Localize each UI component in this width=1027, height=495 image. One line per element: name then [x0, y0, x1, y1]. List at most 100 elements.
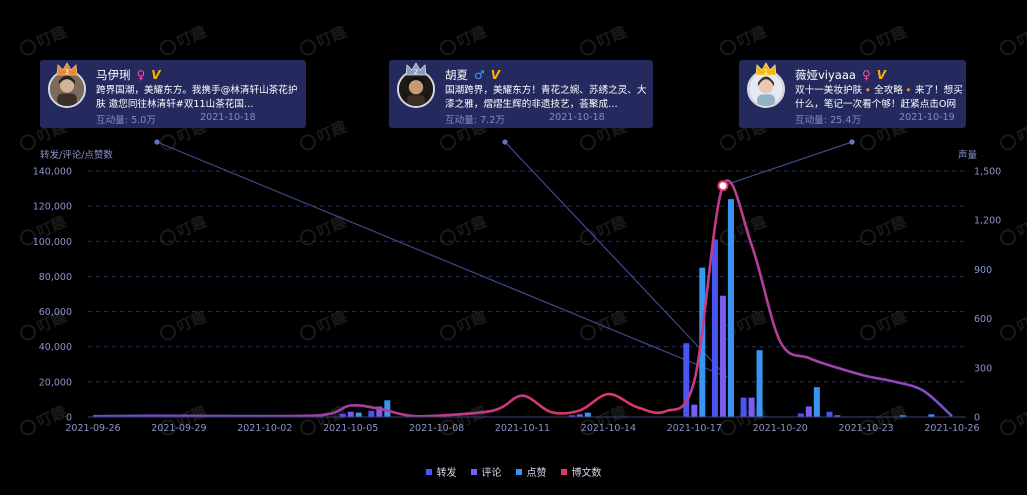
watermark-mark: 叮趣 [299, 22, 350, 56]
posts-line [92, 179, 953, 418]
watermark-mark: 叮趣 [579, 212, 630, 246]
bar-转发[interactable] [339, 413, 346, 417]
kol-card-3[interactable]: 1 薇娅viyaaa ♀ V 双十一美妆护肤🔸全攻略🔸来了！想买什么，笔记一次看… [739, 60, 966, 128]
bar-点赞[interactable] [928, 414, 935, 417]
watermark-mark: 叮趣 [579, 307, 630, 341]
bar-点赞[interactable] [384, 400, 391, 417]
y-left-axis-title: 转发/评论/点赞数 [40, 149, 113, 161]
leader-dot [849, 139, 855, 145]
legend-item-comment[interactable]: 评论 [470, 464, 502, 479]
x-tick-label: 2021-10-23 [838, 423, 893, 434]
post-text[interactable]: 双十一美妆护肤🔸全攻略🔸来了！想买什么，笔记一次看个够！赶紧点击O网页链… [795, 85, 963, 110]
svg-text:叮趣: 叮趣 [454, 22, 490, 51]
watermark-mark: 叮趣 [999, 22, 1027, 56]
bar-点赞[interactable] [756, 350, 763, 417]
kol-card-1[interactable]: 3 马伊琍 ♀ V 跨界国潮，美耀东方。我携手@林清轩山茶花护肤 邀您同往林清轩… [40, 60, 306, 128]
rank-badge: 3 [55, 61, 79, 77]
y-left-tick-label: 40,000 [39, 342, 72, 353]
y-left-tick-label: 80,000 [39, 272, 72, 283]
y-right-tick-label: 900 [974, 265, 992, 276]
grid-lines [88, 170, 966, 383]
svg-text:叮趣: 叮趣 [734, 212, 770, 241]
svg-text:叮趣: 叮趣 [874, 22, 910, 51]
y-left-tick-label: 120,000 [33, 202, 72, 213]
legend-item-repost[interactable]: 转发 [425, 464, 457, 479]
legend-item-like[interactable]: 点赞 [515, 464, 547, 479]
legend-label: 转发 [436, 468, 457, 479]
svg-text:叮趣: 叮趣 [594, 22, 630, 51]
y-right-tick-label: 300 [974, 363, 992, 374]
legend-label: 博文数 [571, 468, 602, 479]
verified-icon: V [490, 68, 501, 82]
bar-点赞[interactable] [899, 415, 906, 417]
bar-转发[interactable] [568, 415, 575, 417]
bar-评论[interactable] [576, 414, 583, 417]
verified-icon: V [876, 68, 887, 82]
bar-点赞[interactable] [584, 412, 591, 417]
bar-点赞[interactable] [355, 412, 362, 417]
kol-name[interactable]: 胡夏 [445, 68, 468, 82]
bar-转发[interactable] [826, 411, 833, 417]
bar-评论[interactable] [719, 295, 726, 417]
bar-转发[interactable] [368, 410, 375, 417]
watermark-mark: 叮趣 [299, 212, 350, 246]
bar-转发[interactable] [740, 397, 747, 417]
svg-text:3: 3 [65, 68, 69, 76]
bar-评论[interactable] [748, 397, 755, 417]
svg-text:叮趣: 叮趣 [1014, 117, 1027, 146]
y-left-tick-label: 100,000 [33, 237, 72, 248]
bar-转发[interactable] [797, 413, 804, 417]
y-left-tick-label: 140,000 [33, 167, 72, 178]
bar-评论[interactable] [347, 411, 354, 417]
watermark-mark: 叮趣 [999, 307, 1027, 341]
bar-点赞[interactable] [699, 267, 706, 417]
crown-icon: 1 [755, 62, 777, 76]
x-tick-label: 2021-10-11 [495, 423, 550, 434]
bar-点赞[interactable] [727, 199, 734, 417]
bar-评论[interactable] [691, 404, 698, 417]
legend-swatch [425, 468, 432, 475]
bar-点赞[interactable] [813, 387, 820, 417]
watermark-mark: 叮趣 [159, 307, 210, 341]
y-left-tick-label: 20,000 [39, 377, 72, 388]
legend-item-posts[interactable]: 博文数 [560, 464, 602, 479]
legend-swatch [515, 468, 522, 475]
y-left-tick-label: 0 [66, 413, 72, 424]
gender-male-icon: ♂ [474, 68, 485, 82]
svg-text:叮趣: 叮趣 [174, 22, 210, 51]
watermark-mark: 叮趣 [159, 22, 210, 56]
kol-card-2[interactable]: 2 胡夏 ♂ V 国潮跨界，美耀东方！青花之婉、苏绣之灵、大漆之雅，熠熠生辉的非… [389, 60, 653, 128]
engagement-value: 25.4万 [830, 115, 862, 126]
bar-评论[interactable] [805, 406, 812, 417]
svg-text:叮趣: 叮趣 [314, 212, 350, 241]
leader-dot [154, 139, 160, 145]
x-tick-label: 2021-10-14 [581, 423, 636, 434]
svg-text:叮趣: 叮趣 [1014, 212, 1027, 241]
bar-评论[interactable] [834, 415, 841, 417]
leader-line [504, 141, 728, 378]
verified-icon: V [151, 68, 161, 82]
bar-评论[interactable] [376, 406, 383, 417]
bar-转发[interactable] [683, 343, 690, 417]
watermark-mark: 叮趣 [19, 402, 70, 436]
legend-label: 评论 [481, 468, 502, 479]
kol-name[interactable]: 薇娅viyaaa [795, 68, 856, 82]
leader-line [722, 141, 853, 187]
gender-female-icon: ♀ [136, 68, 146, 82]
line-博文数[interactable] [92, 179, 953, 418]
post-text[interactable]: 跨界国潮，美耀东方。我携手@林清轩山茶花护肤 邀您同往林清轩#双11山茶花国… [96, 85, 298, 110]
watermark-mark: 叮趣 [859, 212, 910, 246]
svg-text:叮趣: 叮趣 [314, 22, 350, 51]
y-left-tick-label: 60,000 [39, 307, 72, 318]
svg-text:叮趣: 叮趣 [1014, 307, 1027, 336]
kol-name[interactable]: 马伊琍 [96, 68, 131, 82]
rank-badge: 2 [404, 61, 428, 77]
leader-lines [154, 139, 855, 378]
post-date: 2021-10-18 [549, 112, 605, 123]
post-text[interactable]: 国潮跨界，美耀东方！青花之婉、苏绣之灵、大漆之雅，熠熠生辉的非遗技艺，荟聚成… [445, 85, 647, 110]
peak-marker[interactable] [717, 180, 729, 192]
avatar [747, 70, 785, 108]
crown-icon: 3 [56, 62, 78, 76]
bar-转发[interactable] [711, 239, 718, 417]
